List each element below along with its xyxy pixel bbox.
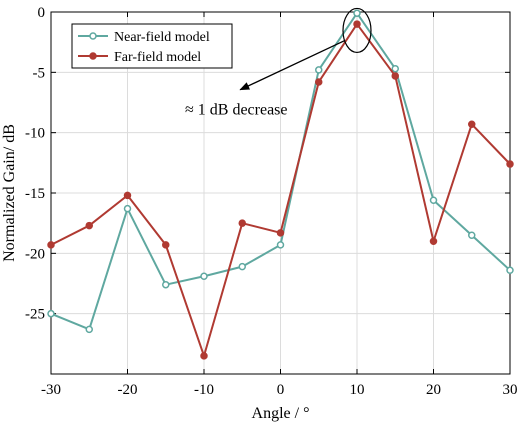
data-point-far-field-model (391, 72, 399, 80)
data-point-far-field-model (506, 160, 514, 168)
legend-marker-far-field (89, 52, 97, 60)
data-point-near-field-model (391, 64, 399, 73)
x-tick-label: -10 (194, 382, 214, 398)
data-point-near-field-model (162, 280, 170, 289)
data-point-near-field-model (506, 266, 514, 274)
y-axis-label: Normalized Gain/ dB (1, 124, 18, 262)
axis-ticks: -30 -20 -10 0 10 20 30 0 -5 -10 -15 -20 -25 (25, 5, 518, 398)
data-point-near-field-model (47, 309, 55, 318)
y-tick-label: -5 (33, 65, 46, 81)
x-tick-label: 0 (277, 382, 285, 398)
series-near-field-model (47, 9, 514, 334)
y-tick-label: -15 (25, 186, 45, 202)
series-group (47, 9, 514, 360)
data-point-far-field-model (353, 20, 361, 28)
data-point-near-field-model (468, 231, 476, 239)
legend: Near-field model Far-field model (71, 23, 233, 69)
peak-highlight-ellipse (342, 7, 372, 54)
y-tick-label: -25 (25, 307, 45, 323)
data-point-far-field-model (315, 78, 323, 86)
annotation-group: ≈ 1 dB decrease (185, 7, 372, 119)
data-point-near-field-model (353, 9, 361, 17)
y-tick-label: 0 (38, 5, 46, 21)
x-tick-label: 20 (426, 382, 441, 398)
y-tick-label: -10 (25, 126, 45, 142)
annotation-arrow (239, 39, 346, 91)
x-axis-label: Angle / ° (252, 405, 310, 422)
data-point-far-field-model (200, 352, 208, 360)
x-tick-label: -30 (41, 382, 61, 398)
data-point-far-field-model (162, 241, 170, 249)
data-point-near-field-model (429, 196, 438, 204)
data-point-far-field-model (47, 241, 55, 249)
data-point-far-field-model (123, 191, 132, 200)
y-tick-label: -20 (25, 246, 45, 262)
data-point-far-field-model (238, 219, 246, 227)
data-point-near-field-model (200, 272, 208, 281)
data-point-far-field-model (468, 120, 476, 128)
data-point-far-field-model (85, 221, 93, 230)
x-tick-label: 10 (350, 382, 365, 398)
legend-box (71, 23, 233, 69)
legend-label-far-field: Far-field model (114, 50, 201, 65)
legend-marker-near-field (89, 32, 97, 40)
data-point-near-field-model (85, 325, 93, 334)
data-point-near-field-model (276, 241, 285, 249)
x-tick-label: 30 (503, 382, 518, 398)
data-point-near-field-model (315, 66, 323, 74)
data-point-far-field-model (429, 237, 438, 246)
x-tick-label: -20 (118, 382, 138, 398)
annotation-label: ≈ 1 dB decrease (185, 102, 288, 119)
data-point-near-field-model (123, 204, 132, 213)
data-point-far-field-model (276, 229, 285, 237)
series-far-field-model (47, 20, 514, 360)
legend-label-near-field: Near-field model (114, 30, 210, 45)
data-point-near-field-model (238, 262, 246, 271)
